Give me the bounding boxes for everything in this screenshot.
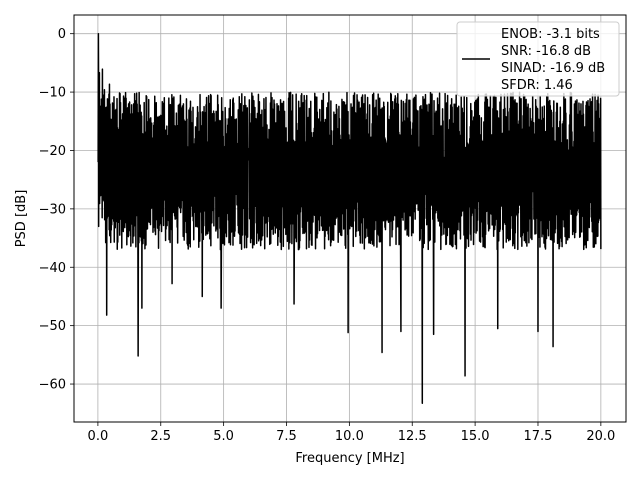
- x-tick-label: 7.5: [276, 429, 297, 444]
- y-tick-label: −60: [39, 378, 66, 393]
- x-axis-ticks: 0.0 2.5 5.0 7.5 10.0 12.5 15.0 17.5 20.0: [88, 422, 615, 444]
- y-tick-label: −20: [39, 144, 66, 159]
- x-tick-label: 17.5: [524, 429, 553, 444]
- y-axis-label: PSD [dB]: [14, 190, 29, 248]
- legend-enob: ENOB: -3.1 bits: [501, 27, 600, 42]
- legend-sfdr: SFDR: 1.46: [501, 78, 573, 93]
- x-tick-label: 2.5: [150, 429, 171, 444]
- psd-line: [97, 32, 602, 405]
- x-tick-label: 15.0: [461, 429, 490, 444]
- x-tick-label: 12.5: [398, 429, 427, 444]
- y-tick-label: −10: [39, 86, 66, 101]
- legend-sinad: SINAD: -16.9 dB: [501, 61, 605, 76]
- y-tick-label: −40: [39, 261, 66, 276]
- x-axis-label: Frequency [MHz]: [295, 451, 404, 466]
- x-tick-label: 5.0: [213, 429, 234, 444]
- legend-box: [456, 21, 620, 97]
- x-tick-label: 0.0: [88, 429, 109, 444]
- legend: ENOB: -3.1 bits SNR: -16.8 dB SINAD: -16…: [456, 21, 620, 97]
- y-axis-ticks: 0 −10 −20 −30 −40 −50 −60: [39, 27, 74, 393]
- y-tick-label: 0: [58, 27, 66, 42]
- y-tick-label: −30: [39, 202, 66, 217]
- legend-snr: SNR: -16.8 dB: [501, 44, 591, 59]
- plot-frame: [73, 14, 627, 423]
- psd-series: [97, 32, 602, 405]
- x-tick-label: 10.0: [335, 429, 364, 444]
- y-tick-label: −50: [39, 319, 66, 334]
- x-tick-label: 20.0: [586, 429, 615, 444]
